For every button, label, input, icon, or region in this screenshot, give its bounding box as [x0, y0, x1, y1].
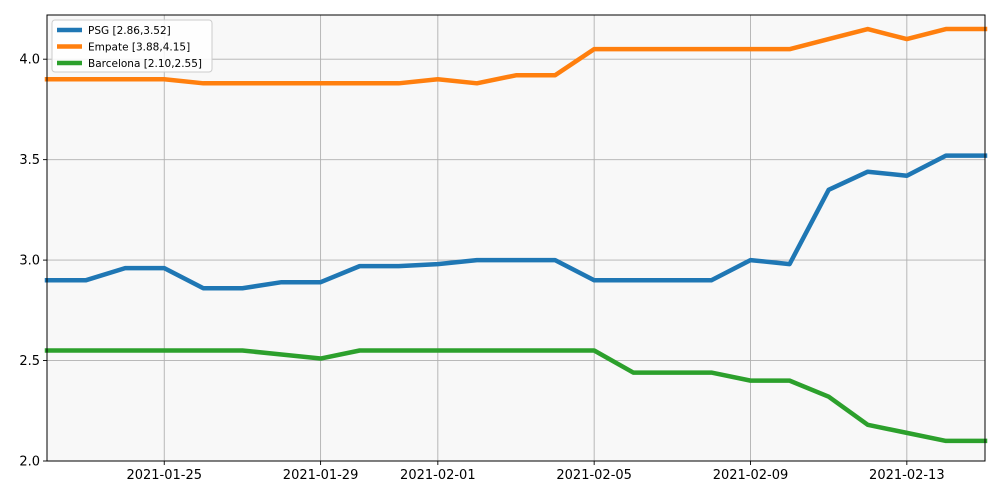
series-layer — [44, 26, 988, 444]
y-tick-label: 3.0 — [19, 254, 40, 269]
y-tick-label: 2.0 — [19, 455, 40, 470]
legend-box — [51, 19, 213, 73]
x-tick-label: 2021-02-13 — [869, 468, 945, 483]
x-tick-label: 2021-02-09 — [713, 468, 789, 483]
x-tick-label: 2021-01-25 — [126, 468, 202, 483]
x-tick-label: 2021-01-29 — [283, 468, 359, 483]
series-line-3 — [44, 348, 988, 444]
y-tick-label: 2.5 — [19, 354, 40, 369]
legend-label: PSG [2.86,3.52] — [88, 25, 171, 37]
x-tick-label: 2021-02-01 — [400, 468, 476, 483]
plot-frame — [46, 14, 986, 462]
axes: 2021-01-25 2021-01-29 2021-02-01 2021-02-05… — [19, 53, 944, 483]
plot-area — [47, 15, 985, 461]
legend-label: Empate [3.88,4.15] — [88, 42, 190, 54]
y-tick-label: 4.0 — [19, 53, 40, 68]
legend: PSG [2.86,3.52] Empate [3.88,4.15] Barcelo… — [51, 19, 213, 73]
x-tick-label: 2021-02-05 — [556, 468, 632, 483]
y-tick-label: 3.5 — [19, 153, 40, 168]
legend-label: Barcelona [2.10,2.55] — [88, 58, 202, 70]
series-line-1 — [44, 153, 988, 291]
series-line-2 — [44, 26, 988, 86]
